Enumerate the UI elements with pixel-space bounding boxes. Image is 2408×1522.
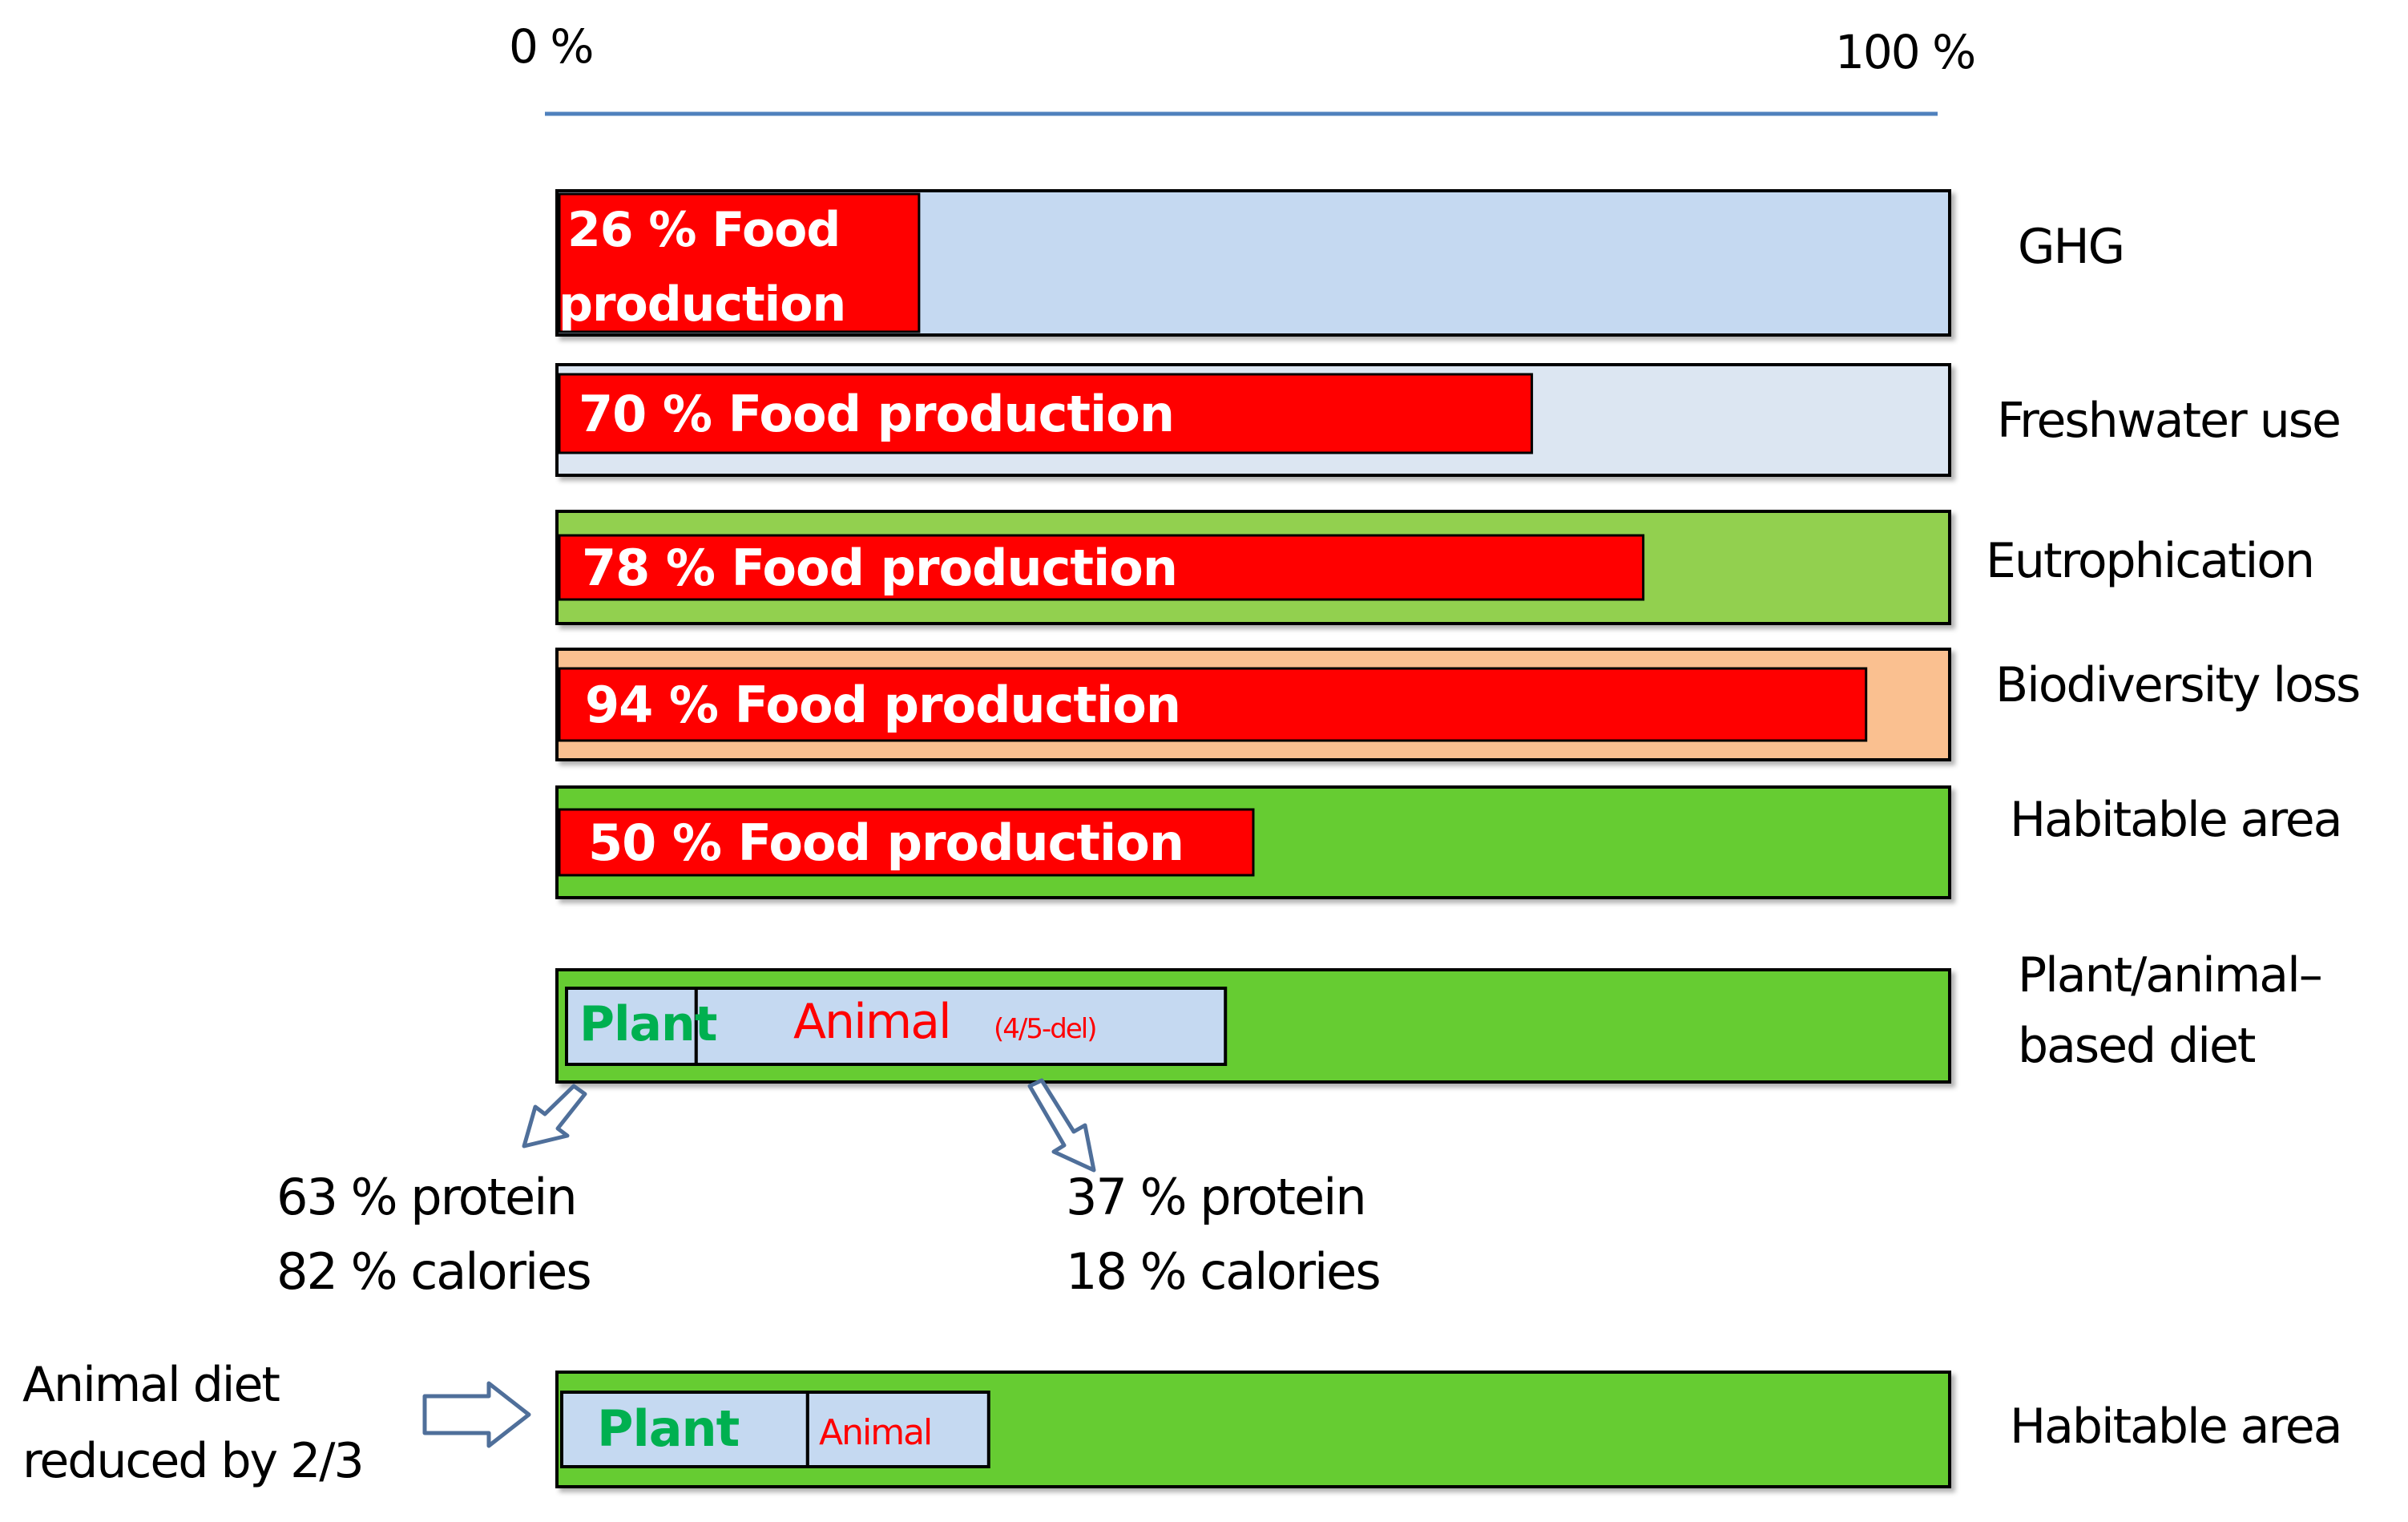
axis-min-label: 0 % (509, 19, 592, 74)
bar-rows: 26 % Food production GHG 70 % Food producti… (555, 189, 2361, 899)
reduced-animal-label: Animal (819, 1412, 931, 1453)
reduced-plant-box (560, 1391, 809, 1468)
bar-label-biodiversity-loss: 94 % Food production (585, 676, 1180, 734)
reduced-category-label: Habitable area (2010, 1399, 2341, 1455)
reduced-plant-label: Plant (597, 1399, 740, 1458)
category-label-biodiversity-loss: Biodiversity loss (1995, 657, 2359, 713)
animal-protein-stat: 37 % protein (1066, 1168, 1365, 1226)
axis-max-label: 100 % (1835, 25, 1974, 79)
bar-label-habitable-area: 50 % Food production (588, 813, 1184, 872)
plant-protein-stat: 63 % protein (276, 1168, 576, 1226)
bar-value-freshwater-use (558, 373, 1534, 454)
reduced-note-line1: Animal diet (22, 1357, 280, 1413)
category-label-ghg: GHG (2018, 219, 2124, 275)
bar-label-ghg-line2: production (559, 277, 845, 333)
diet-category-line2: based diet (2018, 1018, 2256, 1074)
bar-label-ghg: 26 % Food (567, 202, 840, 258)
category-label-habitable-area: Habitable area (2010, 792, 2341, 848)
plant-arrow-icon (522, 1084, 587, 1149)
bar-label-freshwater-use: 70 % Food production (579, 385, 1174, 443)
reduced-row: Plant Animal Habitable area (555, 1371, 2342, 1488)
bar-value-habitable-area (558, 808, 1255, 877)
bar-label-eutrophication: 78 % Food production (582, 539, 1177, 597)
diet-animal-label: Animal (793, 994, 950, 1050)
bar-value-ghg (558, 192, 921, 333)
reduced-arrow-icon (422, 1381, 531, 1448)
animal-calories-stat: 18 % calories (1066, 1242, 1380, 1301)
diet-plant-label: Plant (579, 996, 717, 1052)
bar-value-eutrophication (558, 534, 1645, 601)
category-label-eutrophication: Eutrophication (1986, 533, 2313, 589)
plant-calories-stat: 82 % calories (276, 1242, 591, 1301)
diet-row: Plant Animal (4/5-del) Plant/animal– bas… (555, 947, 2323, 1084)
category-label-freshwater-use: Freshwater use (1997, 393, 2340, 449)
diet-category-line1: Plant/animal– (2018, 947, 2321, 1003)
diet-animal-box (694, 987, 1228, 1066)
animal-arrow-icon (1027, 1078, 1096, 1173)
diet-animal-note: (4/5-del) (994, 1013, 1095, 1045)
reduced-animal-box (805, 1391, 990, 1468)
bar-value-biodiversity-loss (558, 667, 1868, 742)
reduced-note-line2: reduced by 2/3 (22, 1433, 363, 1489)
